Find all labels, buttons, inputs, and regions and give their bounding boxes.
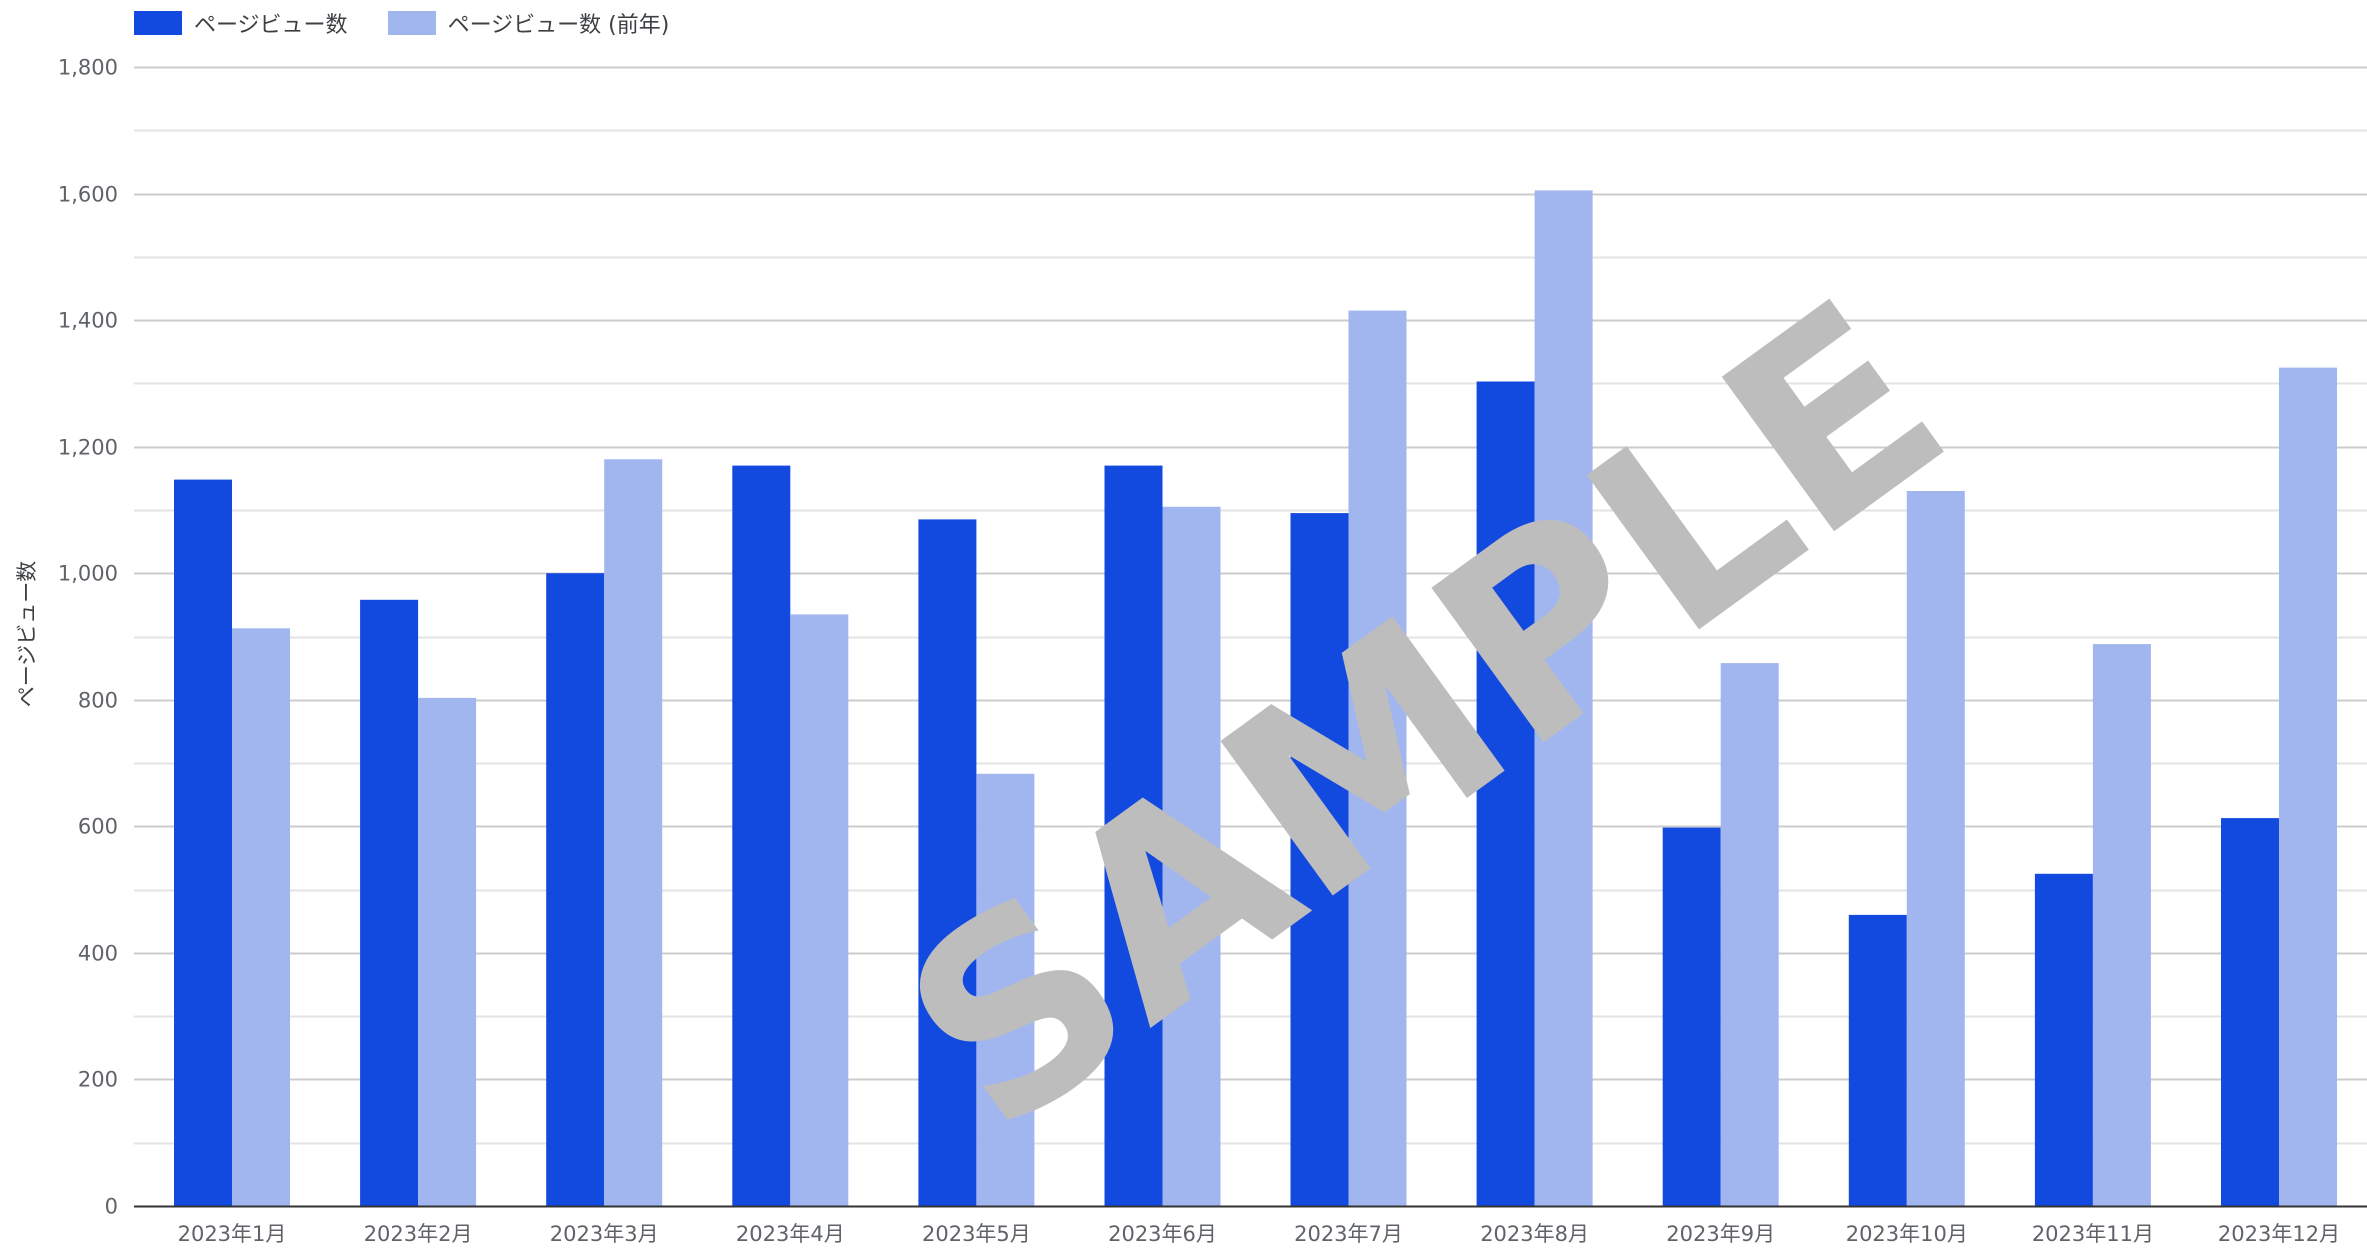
- bar-pageviews-prev-year[interactable]: [790, 614, 849, 1206]
- legend-swatch-pageviews-prev-year: [387, 11, 436, 35]
- legend-item-pageviews-prev-year[interactable]: ページビュー数 (前年): [387, 7, 670, 39]
- x-category-label: 2023年3月: [550, 1222, 659, 1246]
- bar-pageviews-prev-year[interactable]: [604, 459, 663, 1206]
- x-category-label: 2023年2月: [364, 1222, 473, 1246]
- x-category-label: 2023年10月: [1846, 1222, 1968, 1246]
- bar-pageviews-prev-year[interactable]: [418, 697, 477, 1206]
- bar-pageviews[interactable]: [732, 465, 791, 1207]
- bar-pageviews-prev-year[interactable]: [1534, 190, 1593, 1206]
- x-category-label: 2023年8月: [1480, 1222, 1589, 1246]
- legend: ページビュー数 ページビュー数 (前年): [134, 8, 709, 38]
- legend-label-pageviews: ページビュー数: [194, 13, 348, 38]
- gridlines: [134, 66, 2367, 1145]
- sample-watermark: SAMPLE: [854, 244, 1996, 1190]
- y-tick-label: 1,800: [58, 56, 118, 80]
- bar-pageviews-prev-year[interactable]: [1348, 310, 1407, 1207]
- y-tick-label: 1,600: [58, 183, 118, 207]
- bar-pageviews-prev-year[interactable]: [976, 773, 1035, 1206]
- x-category-label: 2023年9月: [1666, 1222, 1775, 1246]
- x-category-label: 2023年12月: [2218, 1222, 2340, 1246]
- bar-pageviews[interactable]: [1290, 513, 1349, 1206]
- x-category-label: 2023年5月: [922, 1222, 1031, 1246]
- legend-label-pageviews-prev-year: ページビュー数 (前年): [447, 13, 670, 38]
- bar-pageviews[interactable]: [1476, 381, 1535, 1207]
- y-tick-label: 800: [78, 689, 118, 713]
- bar-pageviews-prev-year[interactable]: [1720, 663, 1779, 1206]
- y-tick-label: 0: [105, 1195, 118, 1219]
- x-category-label: 2023年11月: [2032, 1222, 2154, 1246]
- x-category-label: 2023年7月: [1294, 1222, 1403, 1246]
- y-tick-label: 200: [78, 1068, 118, 1092]
- bar-pageviews-prev-year[interactable]: [1162, 506, 1221, 1206]
- y-tick-label: 1,400: [58, 309, 118, 333]
- bar-pageviews-prev-year[interactable]: [2092, 644, 2151, 1206]
- legend-swatch-pageviews: [134, 11, 182, 35]
- bar-pageviews[interactable]: [918, 519, 977, 1206]
- y-tick-label: 1,200: [58, 436, 118, 460]
- y-axis-title: ページビュー数: [15, 561, 39, 708]
- bar-pageviews[interactable]: [1104, 465, 1163, 1207]
- bar-pageviews[interactable]: [2221, 818, 2279, 1206]
- x-category-label: 2023年1月: [178, 1222, 287, 1246]
- bar-pageviews-prev-year[interactable]: [232, 628, 290, 1206]
- x-category-label: 2023年6月: [1108, 1222, 1217, 1246]
- legend-item-pageviews[interactable]: ページビュー数: [134, 7, 348, 39]
- bar-pageviews[interactable]: [1848, 914, 1907, 1206]
- bar-pageviews[interactable]: [360, 599, 419, 1206]
- bar-pageviews[interactable]: [2034, 873, 2093, 1206]
- axes: 0 200 400 600 800 1,000 1,200 1,400 1,600 1,800 20…: [58, 56, 2367, 1246]
- y-tick-label: 1,000: [58, 562, 118, 586]
- bar-pageviews[interactable]: [174, 479, 232, 1207]
- x-category-label: 2023年4月: [736, 1222, 845, 1246]
- y-tick-label: 600: [78, 815, 118, 839]
- bar-pageviews-prev-year[interactable]: [2279, 367, 2337, 1207]
- bar-pageviews[interactable]: [1662, 827, 1721, 1206]
- y-tick-label: 400: [78, 942, 118, 966]
- bar-pageviews[interactable]: [546, 573, 605, 1206]
- bar-pageviews-prev-year[interactable]: [1906, 491, 1965, 1206]
- bars: [174, 190, 2337, 1207]
